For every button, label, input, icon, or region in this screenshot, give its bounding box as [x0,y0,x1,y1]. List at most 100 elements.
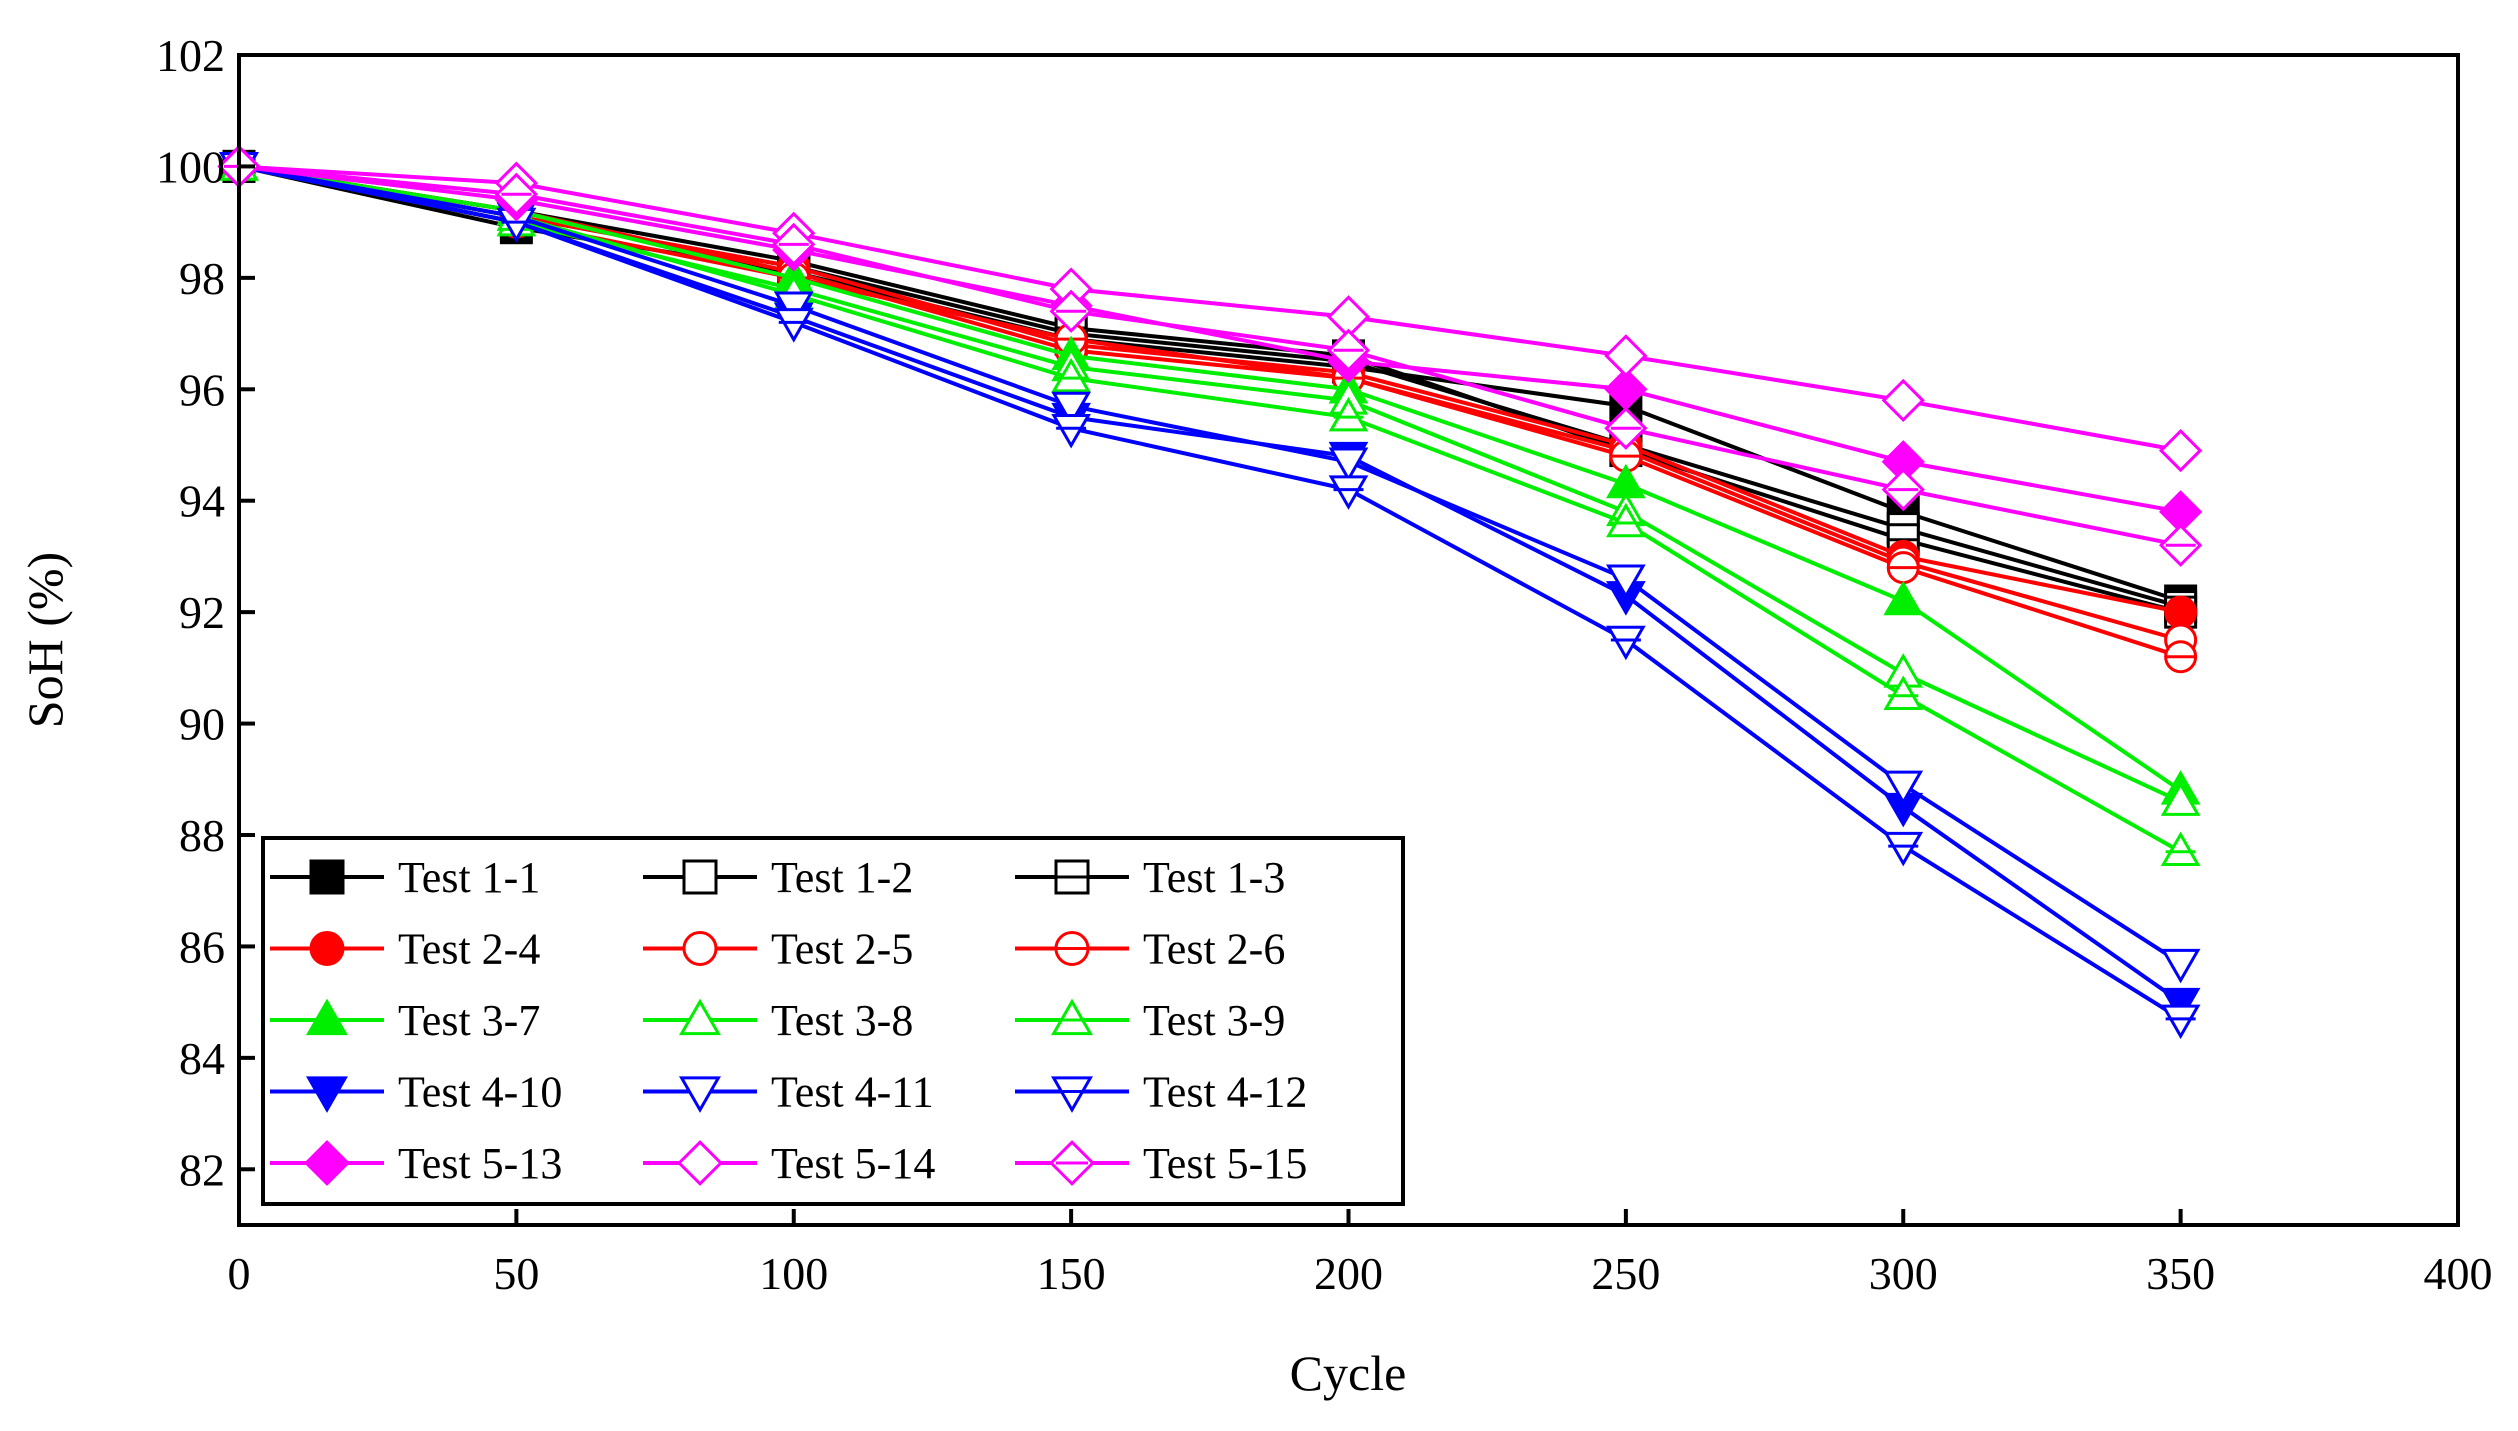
axes-group: 0 50 100 150 200 250 300 350 400 82 84 86 88 90 92 94 96… [156,30,2493,1299]
marker-triangle-down-filled [306,1076,348,1113]
legend-item: Test 1-3 [1015,853,1285,902]
y-axis-title: SoH (%) [17,552,73,728]
legend-label: Test 3-9 [1143,996,1285,1045]
marker-triangle-down-open [773,291,814,326]
x-tick-label: 150 [1037,1248,1106,1299]
marker-triangle-down-open [679,1076,721,1113]
legend-box [261,836,1405,1206]
legend-label: Test 5-13 [398,1139,562,1188]
marker-triangle-up-open [679,998,721,1036]
legend-item: Test 5-15 [1015,1139,1307,1188]
legend-label: Test 1-1 [398,853,540,902]
legend-item: Test 4-12 [1015,1068,1307,1117]
x-tick-label: 0 [228,1248,251,1299]
marker-triangle-up-open [2160,831,2201,866]
marker-triangle-down-open [1051,414,1091,449]
y-tick-label: 84 [179,1033,225,1084]
legend-item: Test 1-1 [270,853,540,902]
y-tick-label: 82 [179,1144,225,1195]
legend-item: Test 4-10 [270,1068,562,1117]
marker-triangle-down-filled [2160,987,2201,1023]
y-tick-label: 88 [179,810,225,861]
marker-triangle-down-open [2160,1004,2201,1040]
series-line [238,164,2181,514]
y-tick-label: 98 [179,253,225,304]
y-tick-label: 96 [179,364,225,415]
marker-triangle-up-open [2160,781,2201,816]
marker-diamond-open [1881,378,1925,423]
series-line [238,164,2182,1021]
marker-triangle-up-filled [1883,580,1924,616]
legend-item: Test 3-7 [270,996,540,1045]
x-tick-label: 200 [1314,1248,1383,1299]
y-tick-label: 100 [156,141,225,192]
marker-triangle-down-open [773,308,814,343]
marker-triangle-up-open [1606,502,1646,538]
legend-label: Test 2-4 [398,925,540,974]
legend-label: Test 1-2 [771,853,913,902]
legend-label: Test 3-8 [771,996,913,1045]
legend-label: Test 2-6 [1143,925,1285,974]
series-line [238,164,2181,453]
legend-label: Test 2-5 [771,925,913,974]
legend-item: Test 2-4 [270,925,540,974]
marker-circle-filled [309,931,345,966]
marker-triangle-down-open [1051,391,1091,427]
y-tick-label: 86 [179,921,225,972]
series-test-4-12 [219,152,2201,1040]
marker-triangle-up-filled [306,998,348,1036]
y-tick-label: 90 [179,699,225,750]
marker-triangle-up-open [1328,396,1369,432]
marker-triangle-down-open [1328,447,1369,482]
marker-triangle-up-open [1883,675,1924,710]
marker-triangle-down-open [1606,625,1646,661]
legend-label: Test 3-7 [398,996,540,1045]
marker-triangle-up-open [1051,357,1091,393]
marker-triangle-down-open [1883,770,1924,806]
marker-diamond-open [2159,428,2203,473]
marker-diamond-open [677,1140,723,1186]
marker-triangle-down-open [1051,1076,1093,1113]
plot-series-group [217,144,2203,1040]
x-tick-label: 250 [1591,1248,1660,1299]
legend-label: Test 5-15 [1143,1139,1307,1188]
x-tick-label: 400 [2424,1248,2493,1299]
legend-label: Test 1-3 [1143,853,1285,902]
legend-label: Test 4-11 [771,1068,934,1117]
legend-item: Test 3-8 [643,996,913,1045]
legend-item: Test 2-5 [643,925,913,974]
y-tick-label: 102 [156,30,225,81]
series-line [238,164,2182,548]
legend-item: Test 2-6 [1015,925,1285,974]
marker-triangle-down-open [1328,475,1369,510]
x-tick-label: 350 [2146,1248,2215,1299]
marker-triangle-down-open [1606,564,1646,599]
series-line [238,164,2182,793]
marker-triangle-up-open [1051,998,1093,1036]
marker-square-filled [309,859,345,895]
legend-item: Test 4-11 [643,1068,934,1117]
x-tick-label: 300 [1869,1248,1938,1299]
marker-triangle-down-open [2160,948,2201,984]
marker-circle-open [682,931,718,966]
x-axis-title: Cycle [1290,1345,1407,1401]
legend-item: Test 5-14 [643,1139,935,1188]
legend-label: Test 4-10 [398,1068,562,1117]
series-line [238,164,2182,965]
legend: Test 1-1 Test 1-2 Test 1-3 Test 2-4 Test 2-5… [261,836,1405,1206]
x-tick-label: 100 [759,1248,828,1299]
marker-circle-filled [2164,595,2198,629]
marker-diamond-open [1604,334,1648,378]
legend-label: Test 4-12 [1143,1068,1307,1117]
legend-item: Test 1-2 [643,853,913,902]
legend-item: Test 5-13 [270,1139,562,1188]
series-test-5-15 [217,144,2203,567]
legend-label: Test 5-14 [771,1139,935,1188]
legend-item: Test 3-9 [1015,996,1285,1045]
marker-square-open [682,859,718,895]
x-tick-label: 50 [493,1248,539,1299]
y-tick-label: 94 [179,476,225,527]
marker-diamond-filled [304,1140,350,1186]
marker-triangle-down-open [1883,831,1924,867]
